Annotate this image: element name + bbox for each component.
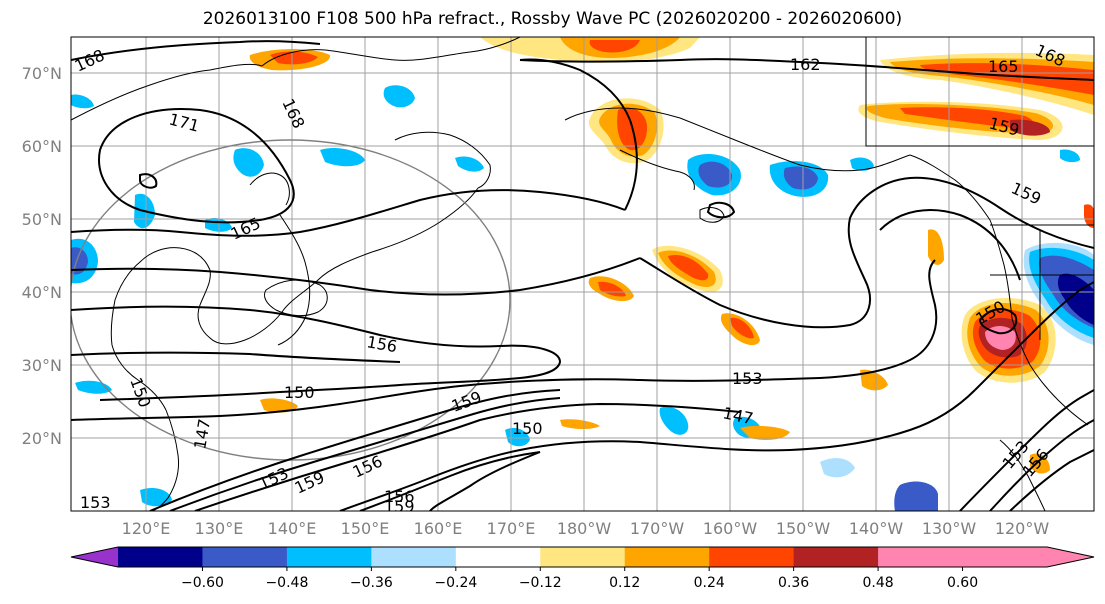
lon-label: 180°W xyxy=(557,519,612,538)
colorbar-segment xyxy=(878,547,964,567)
map-title: 2026013100 F108 500 hPa refract., Rossby… xyxy=(202,9,903,29)
colorbar-tick-label: 0.36 xyxy=(778,575,809,591)
colorbar-tick-label: 0.24 xyxy=(694,575,725,591)
contour-label: 153 xyxy=(732,369,763,388)
colorbar-segment xyxy=(540,547,626,567)
colorbar-extend-high xyxy=(1047,547,1094,567)
lat-label: 60°N xyxy=(22,137,62,156)
contour-label: 150 xyxy=(284,383,315,402)
colorbar-segment xyxy=(709,547,795,567)
lat-labels: 70°N 60°N 50°N 40°N 30°N 20°N xyxy=(22,64,62,448)
map-border xyxy=(70,36,1095,512)
lon-label: 130°E xyxy=(195,519,244,538)
colorbar-tick-label: 0.12 xyxy=(609,575,640,591)
lon-label: 140°E xyxy=(268,519,317,538)
colorbar: −0.60 −0.48 −0.36 −0.24 −0.12 0.12 0.24 0.36 0.4… xyxy=(70,546,1095,591)
colorbar-segment xyxy=(455,547,541,567)
colorbar-segment xyxy=(371,547,457,567)
lon-label: 160°W xyxy=(703,519,758,538)
lat-label: 20°N xyxy=(22,429,62,448)
colorbar-tick-label: 0.48 xyxy=(863,575,894,591)
coastlines xyxy=(71,37,1094,511)
lat-label: 50°N xyxy=(22,210,62,229)
contour-label: 165 xyxy=(988,57,1019,76)
colorbar-segment xyxy=(202,547,288,567)
colorbar-tick-label: −0.24 xyxy=(434,575,477,591)
lon-label: 170°E xyxy=(487,519,536,538)
contour-label: 162 xyxy=(790,55,821,74)
colorbar-tick-label: −0.48 xyxy=(265,575,308,591)
lon-label: 160°E xyxy=(414,519,463,538)
contour-label: 150 xyxy=(512,419,543,438)
contour-label: 159 xyxy=(384,497,415,516)
lon-label: 170°W xyxy=(630,519,685,538)
colorbar-tick-label: −0.36 xyxy=(350,575,393,591)
lon-label: 150°E xyxy=(341,519,390,538)
lon-label: 130°W xyxy=(922,519,977,538)
colorbar-tick-label: −0.60 xyxy=(181,575,224,591)
lat-label: 30°N xyxy=(22,356,62,375)
contour-label: 153 xyxy=(80,493,111,512)
lon-label: 120°W xyxy=(995,519,1050,538)
colorbar-tick-label: −0.12 xyxy=(519,575,562,591)
graticule xyxy=(71,37,1094,511)
colorbar-tick-label: 0.60 xyxy=(947,575,978,591)
colorbar-segment xyxy=(962,547,1048,567)
lon-labels: 120°E 130°E 140°E 150°E 160°E 170°E 180°… xyxy=(122,519,1050,538)
colorbar-extend-low xyxy=(71,547,118,567)
lat-label: 40°N xyxy=(22,283,62,302)
colorbar-outline xyxy=(70,546,1095,568)
lon-label: 120°E xyxy=(122,519,171,538)
colorbar-segment xyxy=(286,547,372,567)
lat-label: 70°N xyxy=(22,64,62,83)
colorbar-segment xyxy=(793,547,879,567)
colorbar-segment xyxy=(118,547,204,567)
contour-lines xyxy=(71,40,1094,511)
colorbar-segment xyxy=(624,547,710,567)
contour-label: 156 xyxy=(384,487,415,506)
lon-label: 140°W xyxy=(849,519,904,538)
lon-label: 150°W xyxy=(776,519,831,538)
shading-layer xyxy=(71,37,1094,511)
